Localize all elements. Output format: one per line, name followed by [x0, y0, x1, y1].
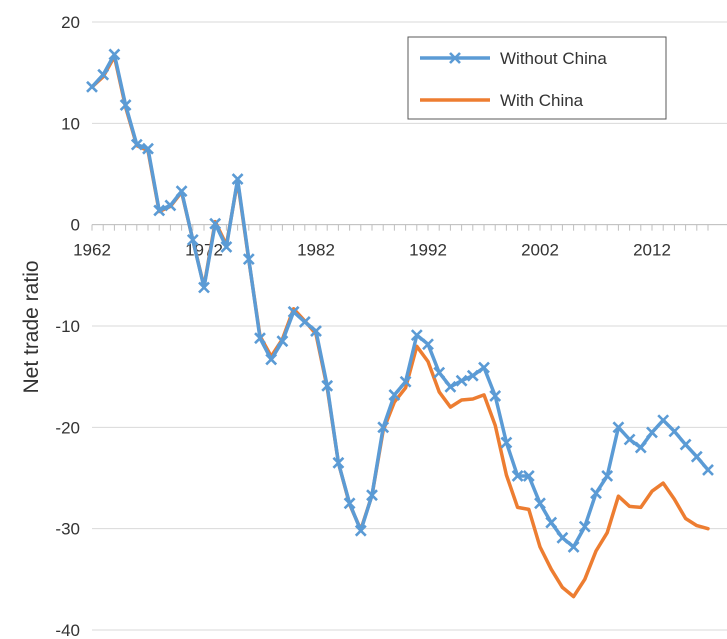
data-point-marker: [332, 456, 345, 469]
data-point-marker: [623, 433, 636, 446]
data-point-marker: [634, 441, 647, 454]
data-point-marker: [556, 531, 569, 544]
data-point-marker: [343, 497, 356, 510]
series-line-with-china: [90, 54, 710, 599]
data-point-marker: [601, 470, 614, 482]
data-point-marker: [310, 325, 322, 337]
x-tick-label: 1982: [297, 241, 335, 260]
data-point-marker: [489, 390, 502, 402]
data-point-marker: [466, 369, 479, 382]
data-point-marker: [130, 138, 143, 151]
y-axis: 20 10 0 -10 -20 -30 -40: [55, 13, 80, 639]
data-point-marker: [321, 379, 334, 392]
data-point-marker: [209, 217, 222, 230]
data-point-marker: [265, 353, 278, 366]
data-point-marker: [444, 380, 457, 393]
legend-label-with-china: With China: [500, 91, 584, 110]
legend-x-marker: [449, 52, 461, 64]
y-tick-label: -10: [55, 317, 80, 336]
data-point-marker: [298, 316, 311, 328]
data-point-marker: [690, 450, 703, 463]
y-tick-label: -30: [55, 520, 80, 539]
y-tick-label: -20: [55, 418, 80, 437]
data-point-marker: [545, 516, 558, 529]
data-point-marker: [511, 470, 524, 482]
x-tick-label: 1962: [73, 241, 111, 260]
data-point-marker: [254, 332, 266, 345]
data-point-marker: [522, 470, 535, 482]
data-point-marker: [668, 425, 681, 438]
data-point-marker: [119, 99, 132, 112]
data-point-marker: [567, 540, 580, 553]
y-axis-title: Net trade ratio: [20, 260, 43, 393]
data-point-marker: [679, 438, 692, 451]
data-point-marker: [276, 335, 289, 348]
data-point-marker: [97, 68, 110, 81]
data-point-marker: [164, 199, 177, 212]
data-point-marker: [422, 338, 434, 351]
legend-box: [407, 36, 667, 120]
data-point-marker: [242, 253, 255, 266]
data-point-marker: [388, 388, 401, 401]
data-point-marker: [108, 48, 121, 61]
data-point-marker: [153, 204, 166, 217]
legend-marker-x: [449, 52, 461, 64]
data-point-marker: [287, 305, 300, 318]
data-point-marker: [578, 520, 591, 533]
y-tick-label: 20: [61, 13, 80, 32]
data-point-marker: [377, 421, 390, 434]
y-tick-label: 10: [61, 114, 80, 133]
data-point-marker: [500, 436, 513, 449]
y-tick-label: -40: [55, 621, 80, 639]
x-axis: 1962 1972 1982 1992 2002 2012: [73, 224, 727, 260]
data-point-marker: [354, 524, 367, 537]
data-point-marker: [86, 80, 98, 93]
data-point-marker: [612, 421, 625, 434]
data-point-marker: [231, 173, 244, 185]
y-tick-label: 0: [71, 216, 80, 235]
data-point-marker: [455, 374, 468, 387]
data-point-marker: [410, 329, 423, 342]
legend: Without China With China: [407, 36, 667, 120]
data-point-marker: [186, 233, 199, 246]
data-point-marker: [433, 366, 446, 379]
x-tick-label: 2012: [633, 241, 671, 260]
series-line-without-china: [90, 52, 710, 549]
data-point-marker: [590, 487, 602, 500]
data-point-marker: [142, 142, 154, 155]
series-lines: [86, 48, 714, 599]
x-tick-label: 2002: [521, 241, 559, 260]
data-point-marker: [220, 241, 233, 253]
legend-label-without-china: Without China: [500, 49, 607, 68]
data-point-marker: [534, 497, 546, 510]
data-point-marker: [366, 489, 378, 502]
data-point-marker: [646, 426, 658, 439]
data-point-marker: [399, 375, 412, 388]
data-point-marker: [478, 361, 490, 374]
data-point-marker: [198, 281, 210, 294]
x-tick-label: 1992: [409, 241, 447, 260]
data-point-marker: [175, 185, 188, 198]
data-point-marker: [657, 414, 670, 427]
data-point-marker: [702, 463, 714, 476]
